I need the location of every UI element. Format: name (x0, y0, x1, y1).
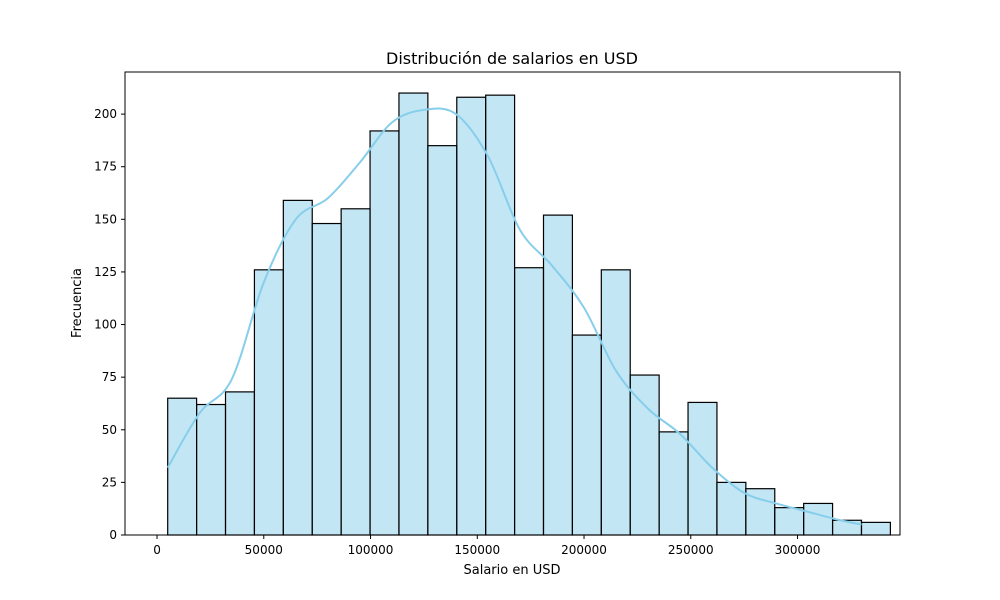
y-axis-label: Frecuencia (70, 268, 85, 338)
histogram-bar (282, 199, 313, 536)
y-tick-label: 50 (102, 423, 117, 437)
histogram-bar (803, 502, 834, 536)
x-axis-label: Salario en USD (464, 563, 561, 578)
histogram-bar (427, 145, 458, 536)
y-tick-label: 150 (94, 212, 117, 226)
histogram-bar (456, 96, 487, 536)
x-tick-label: 250000 (668, 543, 714, 557)
kde-group (166, 107, 862, 526)
x-tick-label: 200000 (561, 543, 607, 557)
histogram-bar (860, 521, 891, 536)
x-tick-label: 150000 (454, 543, 500, 557)
x-tick-label: 50000 (245, 543, 283, 557)
histogram-bar (167, 397, 198, 536)
histogram-bar (224, 391, 256, 536)
y-ticks: 0 25 50 75 100 125 150 175 200 (94, 107, 125, 542)
histogram-bar (196, 403, 227, 536)
histogram-bar (311, 222, 342, 536)
histogram-bar (629, 374, 660, 536)
histogram-bar (398, 92, 429, 536)
kde-curve (166, 107, 862, 526)
y-tick-label: 125 (94, 265, 117, 279)
y-tick-label: 0 (109, 528, 117, 542)
x-tick-label: 0 (153, 543, 161, 557)
x-ticks: 0 50000 100000 150000 200000 250000 300000 (153, 535, 820, 557)
histogram-bar (485, 94, 516, 536)
histogram-bar (571, 334, 602, 536)
histogram-bar (774, 507, 805, 536)
y-tick-label: 100 (94, 318, 117, 332)
x-tick-label: 100000 (348, 543, 394, 557)
y-tick-label: 25 (102, 475, 117, 489)
histogram-bar (369, 130, 400, 536)
x-tick-label: 300000 (775, 543, 821, 557)
histogram-bar (658, 431, 689, 536)
histogram-bar (542, 214, 574, 536)
chart-title: Distribución de salarios en USD (386, 49, 638, 68)
y-tick-label: 200 (94, 107, 117, 121)
plot-frame (124, 71, 901, 536)
histogram-bar (340, 208, 371, 536)
bars-group (167, 92, 891, 536)
y-tick-label: 75 (102, 370, 117, 384)
histogram-bar (600, 269, 631, 536)
y-tick-label: 175 (94, 160, 117, 174)
histogram-bar (513, 267, 545, 536)
histogram-bar (253, 269, 284, 536)
